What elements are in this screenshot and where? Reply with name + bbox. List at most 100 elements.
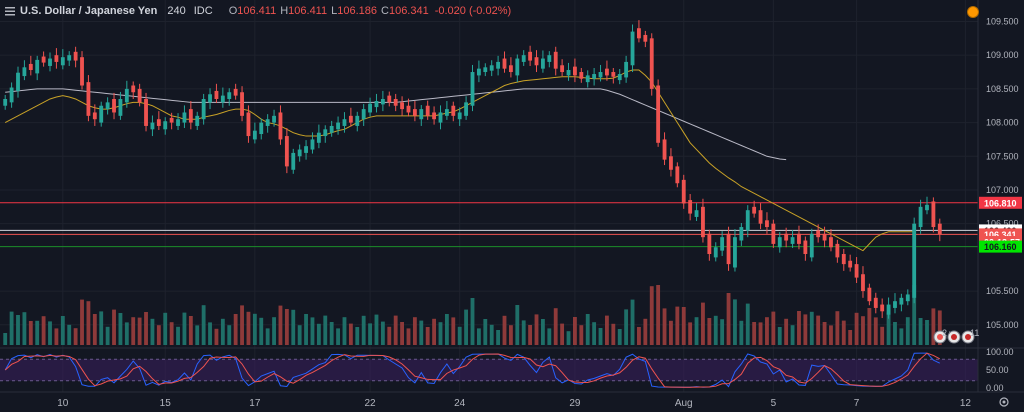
volume-bar [534, 314, 539, 345]
chart-legend: U.S. Dollar / Japanese Yen 240 IDC O 106.… [0, 0, 980, 22]
volume-bar [246, 311, 251, 345]
stochastic-band [0, 359, 978, 381]
candle-body [156, 119, 161, 126]
candle-body [560, 65, 565, 73]
volume-bar [278, 305, 283, 345]
candle-body [297, 149, 302, 157]
candle-body [880, 304, 885, 312]
candle-body [893, 301, 897, 308]
candle-body [854, 264, 859, 278]
volume-bar [540, 319, 545, 345]
stochastic-oscillator [0, 352, 978, 388]
volume-bar [214, 328, 219, 345]
volume-bar [873, 317, 878, 345]
candle-body [745, 210, 750, 231]
volume-bar [681, 307, 686, 345]
time-axis[interactable]: 101517222429Aug571214 [57, 398, 1024, 409]
volume-bar [758, 322, 763, 345]
volume-bar [585, 314, 590, 345]
price-tick-label: 108.500 [986, 84, 1019, 94]
low-value: 106.186 [337, 5, 377, 17]
price-axis[interactable]: 109.500 109.000 108.500 108.000 107.500 107.0… [986, 16, 1019, 329]
candle-body [361, 109, 366, 120]
volume-bar [643, 318, 648, 345]
candle-body [310, 139, 315, 150]
candle-body [899, 297, 904, 305]
volume-bar [560, 323, 565, 345]
volume-bar [406, 328, 411, 345]
volume-bar [355, 327, 360, 345]
alert-icon[interactable] [967, 6, 979, 18]
volume-bar [508, 325, 513, 345]
candle-body [572, 66, 577, 76]
settings-gear-icon[interactable] [999, 397, 1009, 407]
symbol-title[interactable]: U.S. Dollar / Japanese Yen [20, 5, 158, 17]
candle-body [528, 51, 533, 61]
volume-bar [861, 316, 865, 345]
low-label: L [331, 5, 338, 17]
volume-bar [624, 309, 629, 345]
candle-body [713, 247, 718, 258]
stochastic-tick-label: 0.00 [986, 383, 1004, 393]
volume-bar [124, 322, 129, 345]
volume-bar [163, 312, 168, 345]
candle-body [681, 179, 686, 204]
candle-body [163, 121, 168, 130]
stochastic-axis[interactable]: 100.00 50.00 0.00 [986, 347, 1014, 393]
timeframe[interactable]: 240 [167, 5, 186, 17]
candle-body [432, 112, 437, 120]
volume-bar [99, 311, 104, 345]
candle-body [457, 112, 462, 120]
candle-body [829, 237, 833, 248]
volume-bar [918, 318, 923, 345]
candle-body [470, 72, 475, 106]
price-tick-label: 107.000 [986, 185, 1019, 195]
volume-bar [86, 301, 91, 345]
candle-body [246, 112, 251, 137]
volume-bar [867, 308, 872, 345]
candle-body [918, 206, 923, 228]
candle-body [630, 31, 635, 66]
date-tick-label: 15 [160, 398, 172, 409]
candle-body [137, 88, 142, 103]
volume-bar [464, 309, 469, 345]
volume-bar [48, 321, 52, 345]
volume-bar [265, 328, 270, 345]
candle-body [112, 98, 116, 113]
candle-body [323, 129, 328, 137]
volume-bar [112, 309, 116, 345]
candle-body [195, 115, 200, 126]
candle-body [400, 102, 405, 110]
event-flags[interactable]: 2↓ 11 [933, 328, 979, 344]
volume-bar [438, 322, 443, 345]
volume-bar [393, 315, 398, 345]
candle-body [214, 90, 219, 99]
volume-bar [374, 314, 379, 345]
grip-icon[interactable] [4, 5, 16, 17]
volume-bar [931, 308, 936, 345]
volume-bar [176, 326, 180, 345]
volume-bar [297, 325, 302, 345]
candle-body [521, 55, 526, 62]
volume-bar [156, 325, 161, 345]
volume-bar [572, 317, 577, 345]
high-label: H [280, 5, 289, 17]
volume-bar [259, 317, 264, 345]
date-tick-label: 22 [365, 398, 377, 409]
candle-body [547, 55, 552, 62]
candle-body [701, 206, 705, 238]
volume-bar [630, 299, 635, 345]
candle-body [790, 237, 795, 244]
volume-bar [912, 285, 917, 345]
price-marker-label: 106.160 [984, 242, 1017, 252]
price-tick-label: 105.500 [986, 286, 1019, 296]
candle-body [131, 85, 136, 93]
candle-body [28, 63, 33, 71]
candle-body [380, 98, 385, 105]
volume-bar [195, 325, 200, 345]
price-marker-tag [979, 240, 1022, 253]
candle-body [649, 38, 654, 89]
volume-bar [726, 293, 731, 345]
flag-dot [937, 334, 943, 340]
